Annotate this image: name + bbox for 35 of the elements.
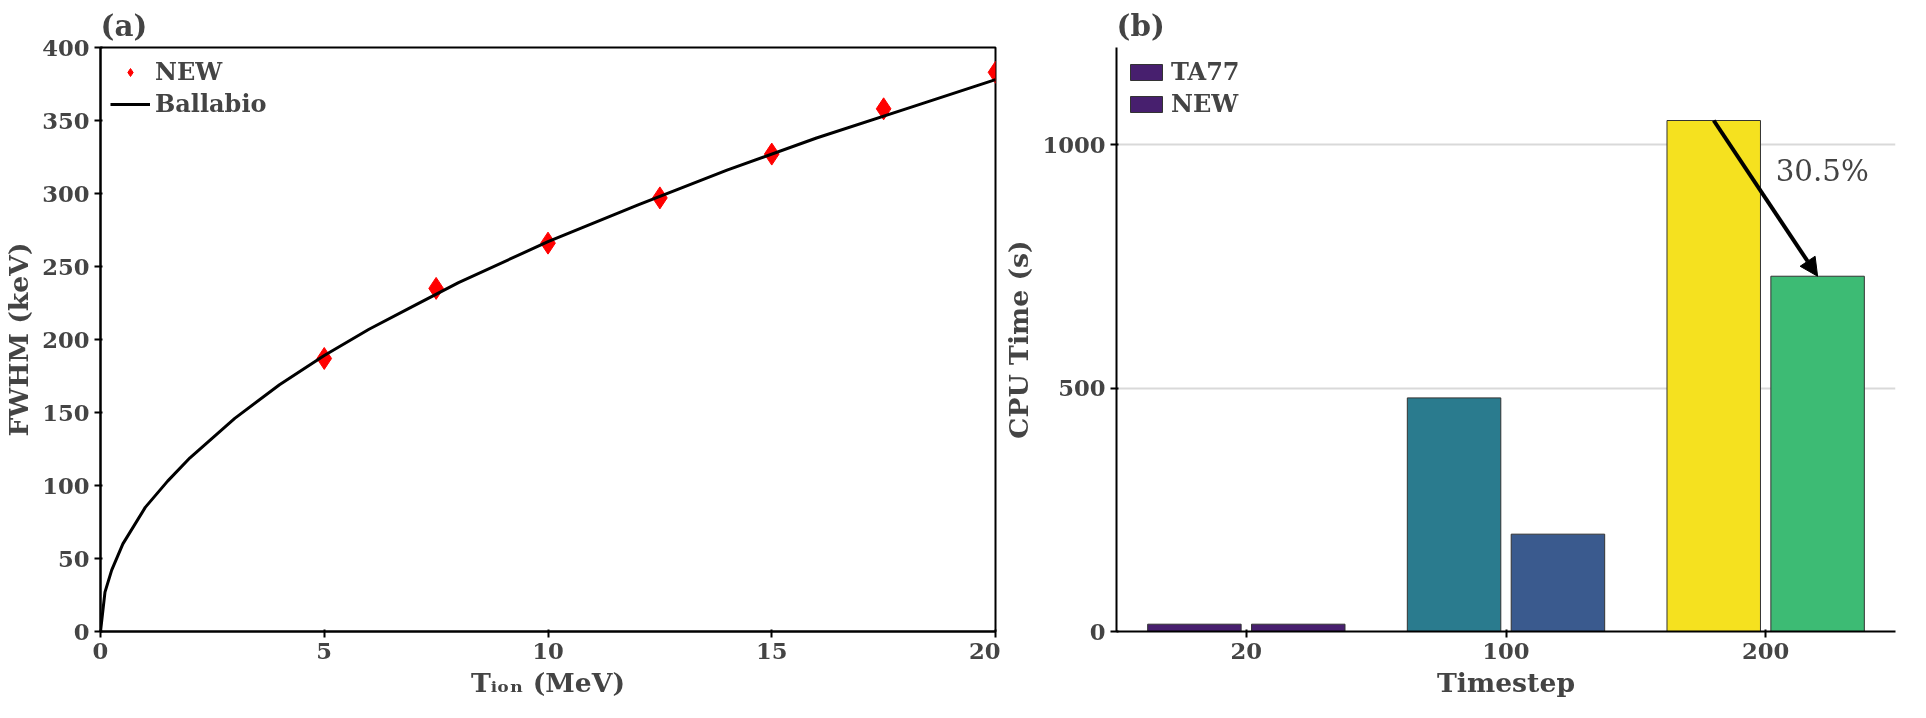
y-tick-label: 150 xyxy=(42,399,90,426)
x-tick-label: 20 xyxy=(968,637,1001,664)
y-axis-title: FWHM (keV) xyxy=(3,242,35,437)
y-axis-title: CPU Time (s) xyxy=(1003,240,1035,439)
annotation: 30.5% xyxy=(1775,154,1869,189)
bar xyxy=(1770,275,1865,632)
y-tick-label: 400 xyxy=(42,34,90,61)
x-axis-title: Timestep xyxy=(1436,666,1576,698)
x-tick-label: 5 xyxy=(316,637,333,664)
y-tick-label: 1000 xyxy=(1042,131,1106,158)
x-tick-label: 10 xyxy=(532,637,564,664)
chart-title: (a) xyxy=(100,7,148,43)
legend-label: TA77 xyxy=(1171,57,1240,86)
y-tick-label: 250 xyxy=(42,253,90,280)
x-tick-label: 15 xyxy=(755,637,788,664)
legend-label: NEW xyxy=(155,57,223,86)
legend-label: Ballabio xyxy=(155,89,267,118)
bar xyxy=(1406,397,1502,632)
bar xyxy=(1510,533,1606,632)
legend-label: NEW xyxy=(1171,89,1239,118)
y-tick-label: 500 xyxy=(1058,375,1106,402)
x-tick-label: 20 xyxy=(1230,637,1263,664)
y-tick-label: 0 xyxy=(1089,618,1106,645)
y-tick-label: 300 xyxy=(42,180,90,207)
x-axis-title: Tᵢₒₙ (MeV) xyxy=(470,666,626,698)
y-tick-label: 0 xyxy=(73,618,90,645)
y-tick-label: 50 xyxy=(57,545,90,572)
y-tick-label: 100 xyxy=(42,472,90,499)
y-tick-label: 350 xyxy=(42,107,90,134)
point xyxy=(875,97,892,121)
chart-title: (b) xyxy=(1116,7,1165,43)
x-tick-label: 100 xyxy=(1482,637,1530,664)
x-tick-label: 200 xyxy=(1742,637,1790,664)
x-tick-label: 0 xyxy=(92,637,109,664)
y-tick-label: 200 xyxy=(42,326,90,353)
